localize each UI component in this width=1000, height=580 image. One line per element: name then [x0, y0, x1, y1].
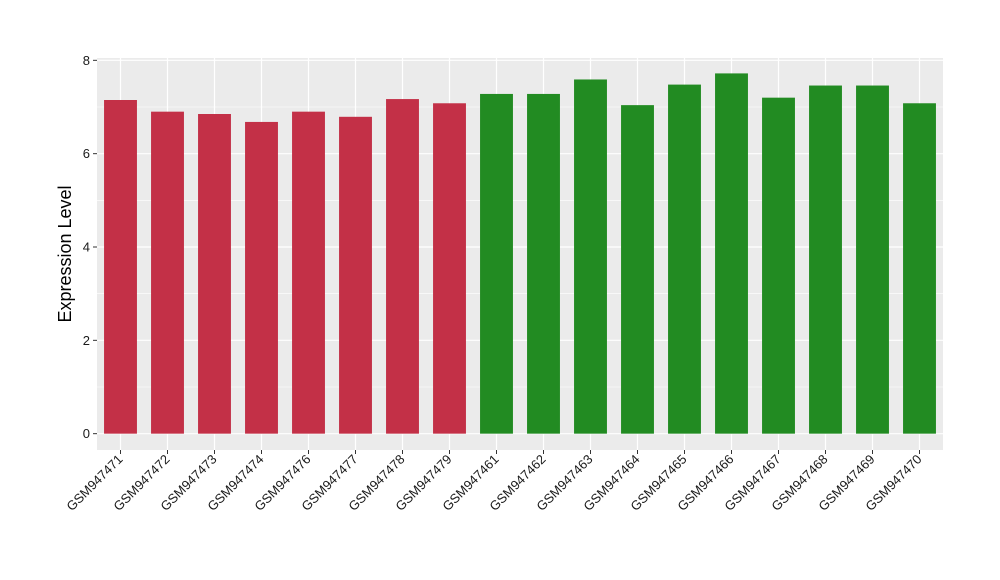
bar-GSM947461 [480, 93, 513, 434]
y-tick-label: 4 [83, 240, 90, 255]
bar-GSM947474 [245, 121, 278, 434]
bar-GSM947476 [292, 111, 325, 434]
bar-GSM947469 [856, 85, 889, 434]
y-tick-label: 6 [83, 146, 90, 161]
bar-GSM947470 [903, 103, 936, 434]
bar-GSM947466 [715, 73, 748, 434]
bar-GSM947478 [386, 99, 419, 434]
bars-group [104, 73, 936, 434]
bar-GSM947463 [574, 79, 607, 434]
bar-GSM947465 [668, 84, 701, 434]
bar-GSM947477 [339, 116, 372, 434]
bar-GSM947467 [762, 97, 795, 434]
y-tick-label: 8 [83, 53, 90, 68]
bar-GSM947468 [809, 85, 842, 434]
y-tick-label: 2 [83, 333, 90, 348]
minor-gridlines [97, 106, 943, 388]
plot-panel [97, 58, 943, 450]
bar-GSM947462 [527, 93, 560, 434]
y-axis: 0 2 4 6 8 [83, 53, 97, 441]
bar-GSM947472 [151, 111, 184, 434]
y-tick-label: 0 [83, 426, 90, 441]
bar-GSM947464 [621, 105, 654, 434]
bar-GSM947473 [198, 114, 231, 434]
y-axis-label: Expression Level [55, 185, 75, 322]
bar-GSM947479 [433, 103, 466, 434]
x-axis: GSM947471GSM947472GSM947473GSM947474GSM9… [63, 450, 925, 514]
bar-GSM947471 [104, 100, 137, 434]
